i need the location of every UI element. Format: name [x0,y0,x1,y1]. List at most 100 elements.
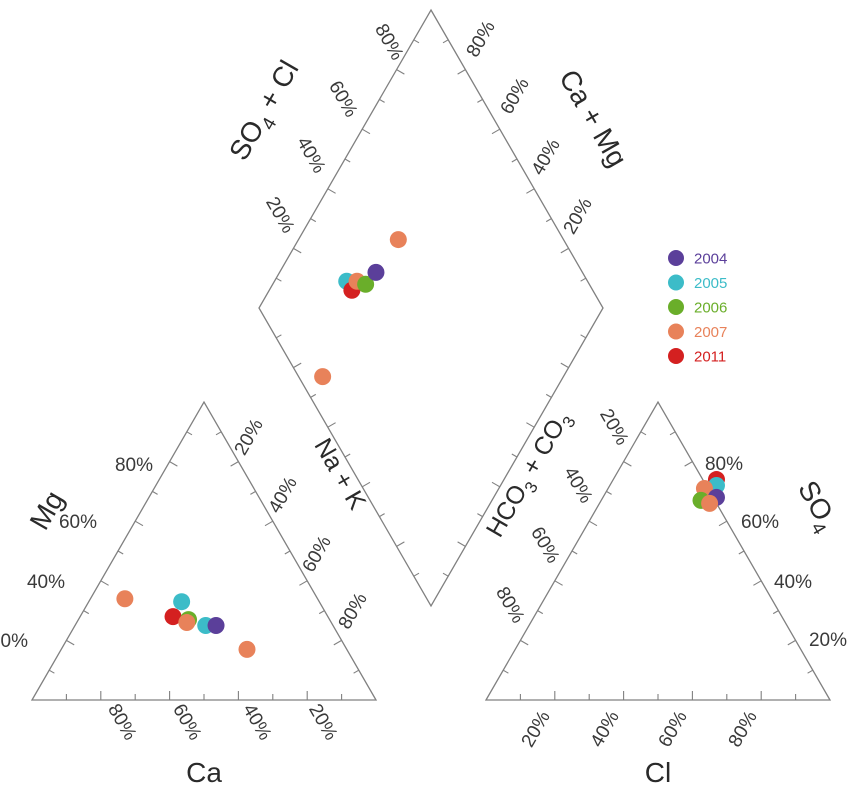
diamond-camg-tick [580,277,587,282]
diamond-so4cl-tick [413,39,420,44]
cation-mg-tick [169,461,178,467]
tick-label-anion-cl: 20% [518,707,555,751]
anion-so4-tick [807,669,814,674]
diamond-lower-left-tick [327,422,336,428]
cation-point [173,593,191,611]
tick-label-cation-ca: 80% [103,701,140,745]
cation-point [207,617,225,635]
cation-mg-tick [134,520,144,527]
diamond-camg-tick [491,128,501,135]
diamond-so4cl-tick [327,188,336,194]
diamond-point [389,231,407,249]
cation-nak-tick [230,461,239,467]
tick-label-anion-hco3: 80% [491,584,528,628]
tick-label-diamond-so4cl: 60% [324,78,361,122]
cation-point [164,608,182,626]
anion-so4-tick [718,520,728,527]
diamond-camg-tick [545,218,552,223]
diamond-lower-left-tick [413,572,420,577]
tick-label-cation-ca: 60% [168,701,205,745]
anion-hco3-tick [554,580,563,586]
tick-label-diamond-camg: 60% [497,74,534,118]
tick-label-anion-so4: 20% [809,630,847,651]
diamond-lower-left-tick [310,393,317,398]
legend-label-2007: 2007 [694,324,727,341]
diamond-camg-tick [477,98,483,103]
tick-label-anion-cl: 40% [587,707,624,751]
cation-nak-tick [353,669,360,674]
tick-label-diamond-so4cl: 40% [292,134,329,178]
cation-mg-tick [186,431,193,436]
legend: 2004 2005 2006 2007 2011 [668,250,727,366]
tick-label-anion-hco3: 60% [526,524,563,568]
diamond-lower-right-tick [545,393,552,398]
anion-so4-tick [669,431,676,436]
diamond-lower-left-tick [293,362,302,369]
diamond-lower-left-tick [344,453,351,458]
diamond-camg-tick [511,158,518,163]
anion-so4-tick [772,610,779,615]
cation-nak-tick [318,610,325,615]
anion-hco3-tick [623,461,632,467]
cation-mg-tick [83,610,90,615]
anion-hco3-tick [502,669,509,674]
tick-labels: 80%60%40%20%80%60%40%20%20%40%60%80%20%4… [0,17,847,751]
diamond-lower-right-tick [526,422,535,428]
diamond-lower-right-tick [511,453,518,458]
anion-hco3-tick [571,550,578,555]
anion-hco3-tick [606,490,612,495]
tick-label-cation-nak: 60% [299,532,336,576]
diamond-point [367,263,385,281]
tick-label-diamond-so4cl: 80% [370,21,407,65]
diamond-lower-right-tick [457,541,466,547]
legend-marker-2006 [668,299,684,315]
tick-label-cation-ca: 20% [304,701,341,745]
diamond-lower-right-tick [580,334,587,339]
tick-label-cation-mg: 60% [59,512,97,533]
tick-label-anion-so4: 60% [741,512,779,533]
anion-hco3-tick [588,520,598,527]
diamond-lower-left-tick [379,513,385,518]
tick-label-anion-cl: 80% [725,707,762,751]
diamond-camg-tick [560,247,569,254]
tick-label-cation-nak: 40% [265,473,302,517]
diamond-frame [258,8,604,608]
anion-hco3-tick [537,610,544,615]
legend-label-2005: 2005 [694,275,727,292]
cation-nak-tick [264,520,274,527]
axis-label-cl: Cl [645,757,671,788]
axis-label-so4: SO4 [786,475,845,539]
diamond-camg-tick [526,188,535,194]
anion-hco3-tick [640,431,647,436]
tick-label-diamond-so4cl: 20% [261,194,298,238]
data-points [116,231,725,658]
anion-point [701,494,719,512]
cation-mg-tick [48,669,55,674]
diamond-so4cl-tick [293,247,302,254]
diamond-so4cl-tick [379,98,385,103]
anion-so4-tick [787,639,796,646]
cation-mg-tick [117,550,124,555]
cation-mg-tick [100,580,109,586]
legend-label-2006: 2006 [694,300,727,317]
legend-label-2011: 2011 [694,349,726,366]
legend-marker-2005 [668,274,684,291]
anion-so4-tick [684,461,693,467]
anion-so4-tick [738,550,745,555]
axis-label-ca-mg: Ca + Mg [553,64,633,172]
legend-marker-2011 [668,348,684,364]
tick-label-cation-mg: 80% [115,455,153,476]
tick-label-anion-hco3: 40% [559,464,596,508]
diamond-lower-left-tick [361,481,371,488]
cation-point [178,614,196,632]
tick-label-cation-nak: 80% [335,589,372,633]
tick-label-cation-nak: 20% [231,415,268,459]
diamond-point [357,275,375,293]
tick-label-cation-mg: 40% [27,572,65,593]
cation-nak-tick [284,550,291,555]
axis-label-na-k: Na + K [309,434,372,515]
axis-labels: Mg Ca Na + K SO4 Cl HCO3 + CO3 SO4 + Cl … [24,55,845,788]
cation-nak-tick [299,580,308,586]
diamond-so4cl-tick [361,128,371,135]
